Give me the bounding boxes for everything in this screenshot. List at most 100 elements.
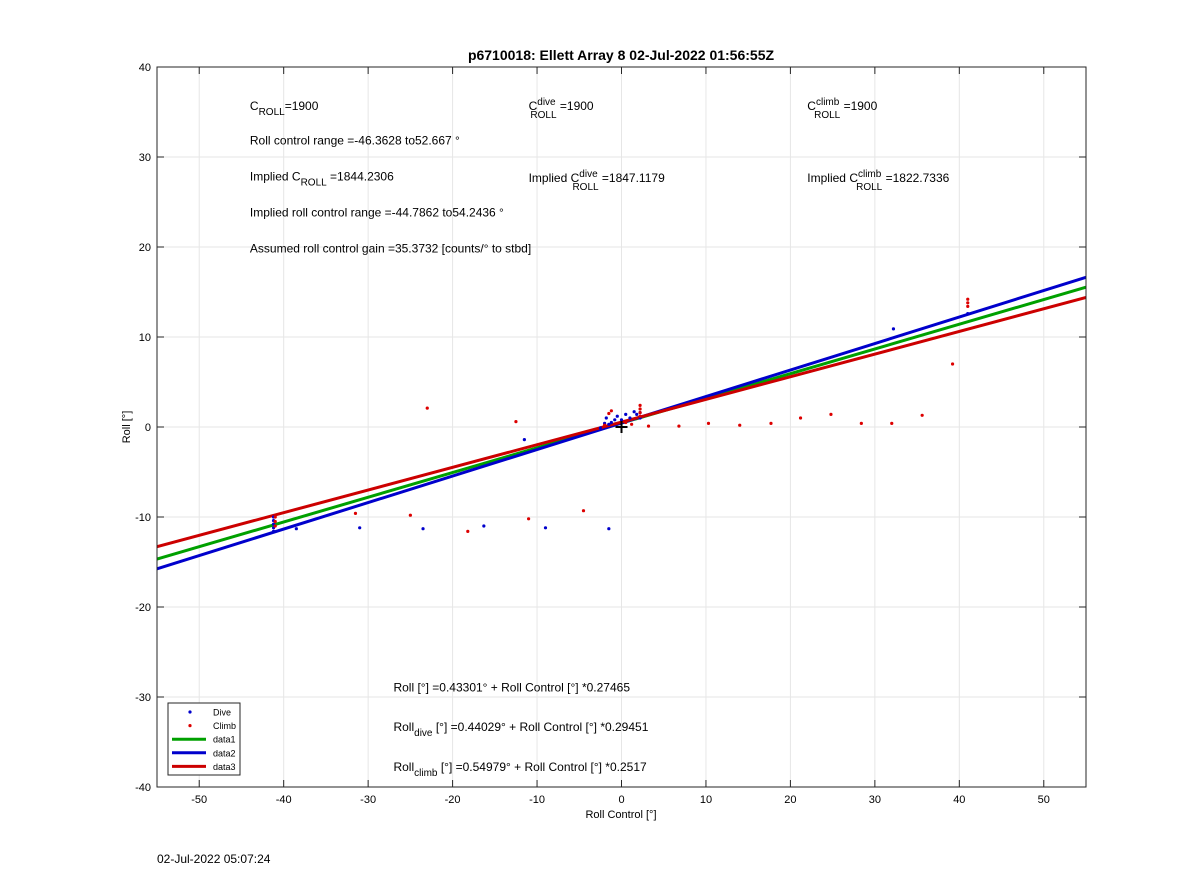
annotation-implied-roll-control-range: Implied roll control range =-44.7862 to5… xyxy=(250,205,504,219)
data-point-climb xyxy=(425,406,429,410)
data-point-climb xyxy=(950,362,955,366)
data-point-dive xyxy=(358,526,362,530)
data-point-climb xyxy=(630,422,634,426)
data-point-dive xyxy=(966,312,970,316)
annotation-implied-c-roll-dive: Implied Cdive ROLL =1847.1179 xyxy=(529,169,665,193)
data-point-dive xyxy=(891,327,896,331)
data-point-climb xyxy=(273,515,277,519)
y-tick-label: 30 xyxy=(139,152,151,164)
data-point-climb xyxy=(769,421,773,425)
annotation-part: =1822.7336 xyxy=(882,171,949,185)
legend-label: Dive xyxy=(213,708,231,718)
annotation-part: =1847.1179 xyxy=(599,171,666,185)
data-point-dive xyxy=(271,529,276,534)
axis-ticks: -50 -40 -30 -20 -10 0 10 20 30 40 50 -40 -30 -20 -10 0 1… xyxy=(135,62,1086,806)
x-tick-label: 10 xyxy=(700,794,712,806)
data-point-climb xyxy=(706,421,711,425)
data-point-climb xyxy=(859,421,863,425)
data-point-climb xyxy=(408,513,412,517)
annotation-part: C xyxy=(529,99,538,113)
y-axis-label: Roll [°] xyxy=(121,411,133,444)
data-point-climb xyxy=(677,424,681,428)
legend-marker-climb xyxy=(188,724,192,728)
data-point-climb xyxy=(920,413,924,417)
annotation-part: ROLL xyxy=(572,182,599,193)
legend-label: data1 xyxy=(213,735,236,745)
annotation-part: ROLL xyxy=(259,107,286,118)
data-point-climb xyxy=(638,414,642,418)
data-point-dive xyxy=(543,526,548,530)
annotation-part: [°] =0.44029° + Roll Control [°] *0.2945… xyxy=(433,720,649,734)
data-point-climb xyxy=(638,407,642,411)
data-point-dive xyxy=(624,412,628,416)
data-point-dive xyxy=(632,410,636,414)
annotation-fit-climb: Rollclimb [°] =0.54979° + Roll Control [… xyxy=(393,760,647,779)
data-point-dive xyxy=(607,527,611,531)
annotation-part: =1900 xyxy=(285,99,319,113)
annotation-part: Implied C xyxy=(807,171,858,185)
y-tick-label: 0 xyxy=(145,422,151,434)
origin-plus-marker xyxy=(615,421,628,433)
annotation-assumed-gain: Assumed roll control gain =35.3732 [coun… xyxy=(250,241,531,255)
data-point-climb xyxy=(273,524,277,528)
data-point-climb xyxy=(890,421,894,425)
data-point-dive xyxy=(613,418,617,422)
x-tick-label: 20 xyxy=(784,794,796,806)
data-point-dive xyxy=(294,527,298,531)
annotation-part: climb xyxy=(414,768,438,779)
y-tick-label: -20 xyxy=(135,602,151,614)
data-point-climb xyxy=(527,517,531,521)
annotation-part: =1900 xyxy=(840,99,877,113)
annotation-part: ROLL xyxy=(814,110,841,121)
annotation-fit-all: Roll [°] =0.43301° + Roll Control [°] *0… xyxy=(393,681,630,695)
legend-label: data2 xyxy=(213,748,236,758)
legend-label: data3 xyxy=(213,762,236,772)
annotation-fit-dive: Rolldive [°] =0.44029° + Roll Control [°… xyxy=(393,720,648,739)
chart-title: p6710018: Ellett Array 8 02-Jul-2022 01:… xyxy=(468,47,775,63)
annotation-part: ROLL xyxy=(530,110,557,121)
annotation-roll-control-range: Roll control range =-46.3628 to52.667 ° xyxy=(250,133,460,147)
data-point-dive xyxy=(619,418,624,422)
y-tick-label: 40 xyxy=(139,62,151,74)
y-tick-label: 20 xyxy=(139,242,151,254)
annotation-part: =1844.2306 xyxy=(327,169,394,183)
data-point-climb xyxy=(738,423,742,427)
legend-marker-dive xyxy=(188,710,192,714)
data-point-climb xyxy=(966,304,970,308)
x-tick-label: 50 xyxy=(1038,794,1050,806)
annotation-part: dive xyxy=(414,728,433,739)
annotation-c-roll-dive: Cdive ROLL =1900 xyxy=(529,97,594,121)
annotation-part: C xyxy=(250,99,259,113)
x-tick-label: 0 xyxy=(618,794,624,806)
data-point-climb xyxy=(353,511,358,515)
legend: Dive Climb data1 data2 data3 xyxy=(167,702,241,776)
data-point-climb xyxy=(798,416,803,420)
annotation-part: Assumed roll control gain =35.3732 [coun… xyxy=(250,241,531,255)
x-tick-label: 30 xyxy=(869,794,881,806)
data-point-climb xyxy=(966,301,970,305)
data-point-climb xyxy=(466,529,470,534)
data-point-climb xyxy=(609,409,613,413)
annotation-part: Roll xyxy=(393,760,414,774)
annotation-part: ROLL xyxy=(856,182,883,193)
annotation-part: climb xyxy=(816,97,840,108)
x-axis-label: Roll Control [°] xyxy=(585,809,656,821)
annotations: CROLL=1900 Cdive ROLL =1900 Cclimb ROLL =190… xyxy=(250,97,950,779)
annotation-part: Implied C xyxy=(529,171,580,185)
annotation-part: Implied roll control range =-44.7862 to5… xyxy=(250,205,504,219)
data-point-climb xyxy=(581,509,586,513)
annotation-implied-c-roll-climb: Implied Cclimb ROLL =1822.7336 xyxy=(807,169,949,193)
x-tick-label: -20 xyxy=(445,794,461,806)
annotation-part: =1900 xyxy=(557,99,594,113)
annotation-c-roll: CROLL=1900 xyxy=(250,99,319,118)
legend-label: Climb xyxy=(213,721,236,731)
data-point-climb xyxy=(638,411,642,415)
plot-area: -50 -40 -30 -20 -10 0 10 20 30 40 50 -40 -30 -20 -10 0 1… xyxy=(135,62,1087,806)
plot-content xyxy=(157,275,1086,571)
annotation-part: ROLL xyxy=(301,177,328,188)
data-point-climb xyxy=(646,424,651,428)
data-point-dive xyxy=(635,412,639,416)
data-point-dive xyxy=(615,414,619,418)
data-point-climb xyxy=(966,297,970,301)
